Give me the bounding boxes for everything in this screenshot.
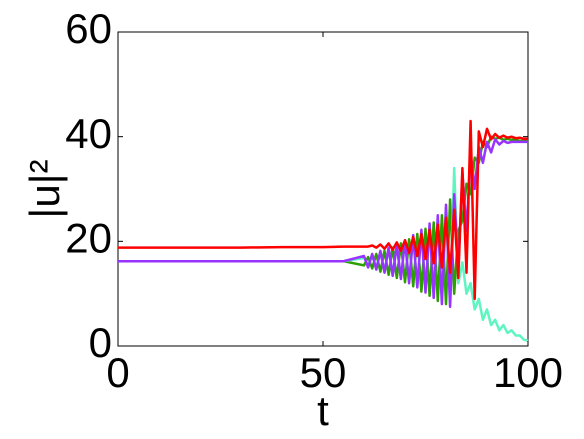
y-tick-label: 20: [65, 214, 112, 261]
y-tick-label: 40: [65, 110, 112, 157]
series-line: [118, 138, 528, 309]
y-axis-label: |u|²: [21, 159, 68, 218]
series-line: [118, 119, 528, 301]
y-tick-label: 60: [65, 5, 112, 52]
y-tick-label: 0: [89, 319, 112, 366]
x-axis-label: t: [317, 387, 329, 434]
x-tick-label: 50: [300, 349, 347, 396]
x-tick-label: 0: [106, 349, 129, 396]
x-tick-label: 100: [493, 349, 563, 396]
plot-area: [117, 31, 529, 347]
